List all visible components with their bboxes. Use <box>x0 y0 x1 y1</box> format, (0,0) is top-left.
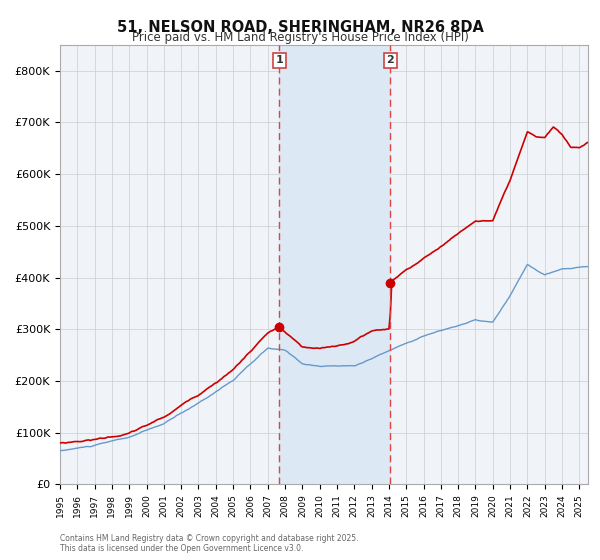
Text: 51, NELSON ROAD, SHERINGHAM, NR26 8DA: 51, NELSON ROAD, SHERINGHAM, NR26 8DA <box>116 20 484 35</box>
Text: 2: 2 <box>386 55 394 66</box>
Bar <box>279 45 391 484</box>
Text: Price paid vs. HM Land Registry's House Price Index (HPI): Price paid vs. HM Land Registry's House … <box>131 31 469 44</box>
Text: 1: 1 <box>275 55 283 66</box>
Text: Contains HM Land Registry data © Crown copyright and database right 2025.
This d: Contains HM Land Registry data © Crown c… <box>60 534 359 553</box>
